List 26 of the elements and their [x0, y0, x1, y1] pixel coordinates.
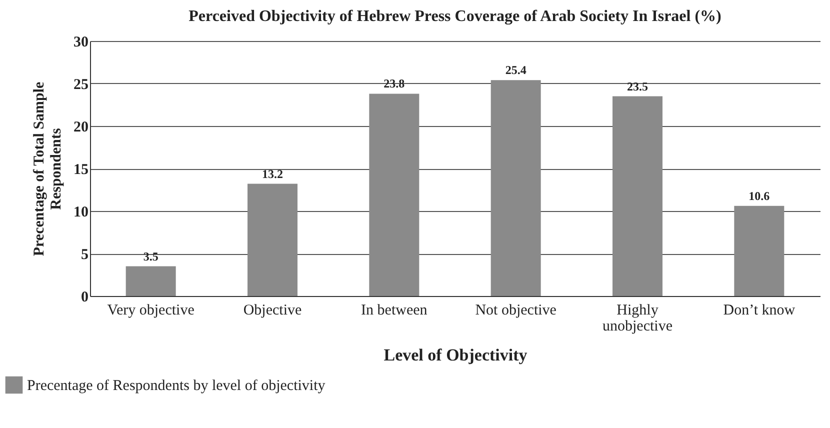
y-tick-label: 0 [81, 290, 88, 306]
y-tick-label: 25 [74, 77, 88, 93]
bar [612, 96, 662, 296]
x-axis-title: Level of Objectivity [384, 346, 528, 364]
x-tick-label: In between [361, 302, 428, 318]
y-tick-label: 20 [74, 120, 88, 136]
y-tick-label: 15 [74, 162, 88, 178]
bar [369, 94, 420, 296]
x-tick-label: Not objective [475, 302, 557, 318]
data-label: 10.6 [748, 188, 770, 203]
x-tick-label: Objective [243, 302, 302, 318]
bar [734, 206, 784, 296]
x-tick-label: Very objective [107, 302, 195, 318]
y-axis-title: Precentage of Total Sample Respondents [32, 82, 64, 256]
bar [126, 266, 176, 296]
y-tick-label: 10 [74, 204, 88, 220]
y-tick-label: 30 [74, 34, 88, 50]
bar [248, 184, 298, 296]
y-tick-label: 5 [81, 247, 88, 263]
x-tick-label: Don’t know [723, 302, 796, 318]
data-label: 25.4 [505, 63, 526, 78]
bar [490, 80, 541, 296]
x-tick-label: Highly unobjective [602, 302, 673, 334]
chart-title: Perceived Objectivity of Hebrew Press Coverage of Arab Society In Israel (%) [188, 8, 722, 25]
data-label: 13.2 [262, 166, 283, 181]
legend-label: Precentage of Respondents by level of objectivity [27, 378, 326, 394]
